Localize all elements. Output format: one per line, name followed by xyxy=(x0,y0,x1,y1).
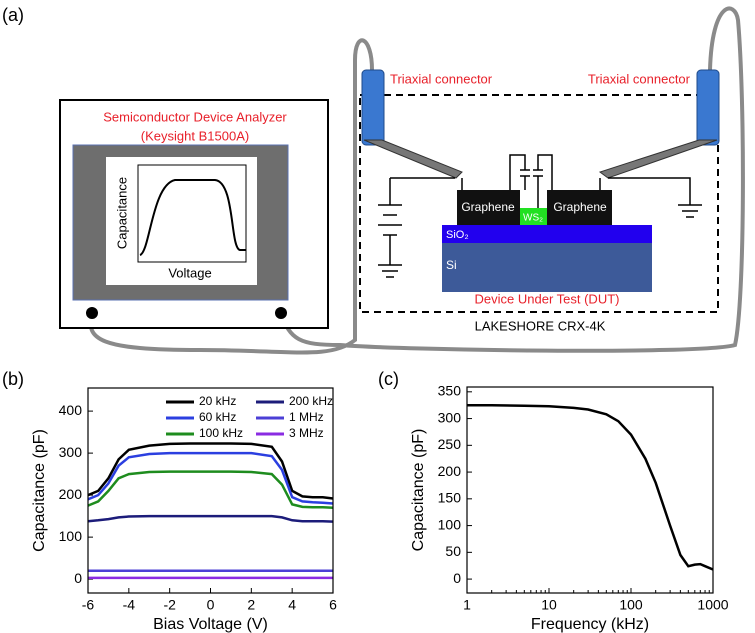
x-tick-label: 6 xyxy=(329,597,337,613)
data-line xyxy=(87,514,334,523)
y-tick-label: 200 xyxy=(59,486,83,502)
si-layer xyxy=(442,243,652,292)
data-line xyxy=(87,451,334,505)
x-tick-label: 100 xyxy=(619,597,643,613)
graphene xyxy=(457,190,520,225)
x-axis-label: Bias Voltage (V) xyxy=(153,616,268,633)
x-tick-label: 10 xyxy=(541,597,557,613)
connector xyxy=(696,69,720,146)
screen-y-label: Capacitance xyxy=(114,177,129,249)
x-tick-label: -6 xyxy=(82,597,95,613)
plot-frame xyxy=(466,386,714,594)
sio2-layer xyxy=(442,225,652,243)
y-tick-label: 0 xyxy=(74,570,82,586)
knob xyxy=(275,307,287,319)
y-tick-label: 50 xyxy=(445,543,461,559)
cable xyxy=(88,38,374,355)
legend-label: 60 kHz xyxy=(199,410,236,424)
knob xyxy=(86,307,98,319)
screen-x-label: Voltage xyxy=(168,265,211,280)
sio2-label: SiO₂ xyxy=(446,229,469,241)
legend-label: 3 MHz xyxy=(289,426,324,440)
graphene-label: Graphene xyxy=(553,200,607,214)
x-tick-label: 2 xyxy=(247,597,255,613)
y-tick-label: 100 xyxy=(59,528,83,544)
panel-label: (c) xyxy=(378,369,399,389)
legend-label: 1 MHz xyxy=(289,410,324,424)
ws2 xyxy=(520,208,547,225)
probe xyxy=(598,139,718,179)
data-line xyxy=(87,442,334,500)
x-tick-label: 1000 xyxy=(697,597,728,613)
y-tick-label: 250 xyxy=(438,436,462,452)
analyzer-title: Semiconductor Device Analyzer xyxy=(103,109,287,124)
x-tick-label: -4 xyxy=(123,597,136,613)
y-tick-label: 0 xyxy=(453,570,461,586)
y-tick-label: 100 xyxy=(438,516,462,532)
probe xyxy=(363,139,463,179)
panel-label: (a) xyxy=(2,5,24,25)
x-tick-label: 1 xyxy=(463,597,471,613)
y-axis-label: Capacitance (pF) xyxy=(31,429,48,552)
y-tick-label: 150 xyxy=(438,490,462,506)
screen-curve xyxy=(139,179,246,256)
data-line xyxy=(87,470,334,509)
cable xyxy=(279,6,745,353)
y-tick-label: 350 xyxy=(438,383,462,399)
circuit xyxy=(378,177,702,278)
data-line xyxy=(467,403,714,571)
y-tick-label: 400 xyxy=(59,402,83,418)
legend-label: 20 kHz xyxy=(199,394,236,408)
x-tick-label: 4 xyxy=(288,597,296,613)
panel-label: (b) xyxy=(2,369,24,389)
x-tick-label: 0 xyxy=(207,597,215,613)
y-tick-label: 300 xyxy=(59,444,83,460)
legend-label: 200 kHz xyxy=(289,394,333,408)
circuit xyxy=(509,154,553,208)
y-tick-label: 200 xyxy=(438,463,462,479)
dut-label: Device Under Test (DUT) xyxy=(475,291,620,306)
plot-frame xyxy=(87,387,334,594)
screen-axes xyxy=(137,164,247,263)
analyzer-model: (Keysight B1500A) xyxy=(141,128,249,143)
ws2-label: WS₂ xyxy=(523,213,543,224)
y-axis-label: Capacitance (pF) xyxy=(410,429,427,552)
connector xyxy=(361,69,385,146)
y-tick-label: 300 xyxy=(438,409,462,425)
graphene xyxy=(547,190,612,225)
connector-label: Triaxial connector xyxy=(390,71,493,86)
x-axis-label: Frequency (kHz) xyxy=(531,616,649,633)
si-label: Si xyxy=(446,258,457,272)
graphene-label: Graphene xyxy=(461,200,515,214)
connector-label: Triaxial connector xyxy=(588,71,691,86)
legend-label: 100 kHz xyxy=(199,426,243,440)
x-tick-label: -2 xyxy=(163,597,176,613)
cryostat-label: LAKESHORE CRX-4K xyxy=(475,318,606,333)
